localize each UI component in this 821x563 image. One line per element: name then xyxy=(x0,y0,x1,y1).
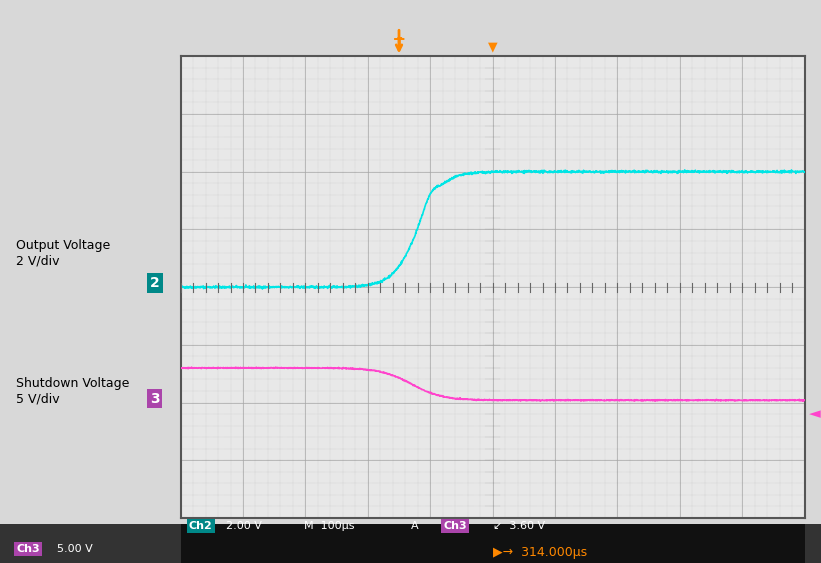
Text: ↙  3.60 V: ↙ 3.60 V xyxy=(493,521,544,531)
Text: Ch2: Ch2 xyxy=(189,521,213,531)
Text: Ch3: Ch3 xyxy=(16,544,40,554)
Text: 5.00 V: 5.00 V xyxy=(57,544,94,554)
Text: ▼: ▼ xyxy=(488,41,498,53)
Text: Shutdown Voltage
5 V/div: Shutdown Voltage 5 V/div xyxy=(16,377,130,405)
Text: A: A xyxy=(410,521,418,531)
Text: 2: 2 xyxy=(150,276,160,290)
Text: Ch3: Ch3 xyxy=(443,521,467,531)
Text: T̄: T̄ xyxy=(394,38,404,53)
Text: M  100µs: M 100µs xyxy=(304,521,355,531)
Text: 2.00 V: 2.00 V xyxy=(226,521,262,531)
Text: 3: 3 xyxy=(150,391,160,405)
Text: ▶→  314.000µs: ▶→ 314.000µs xyxy=(493,546,587,560)
Text: Output Voltage
2 V/div: Output Voltage 2 V/div xyxy=(16,239,111,267)
Text: ◄: ◄ xyxy=(809,406,820,421)
